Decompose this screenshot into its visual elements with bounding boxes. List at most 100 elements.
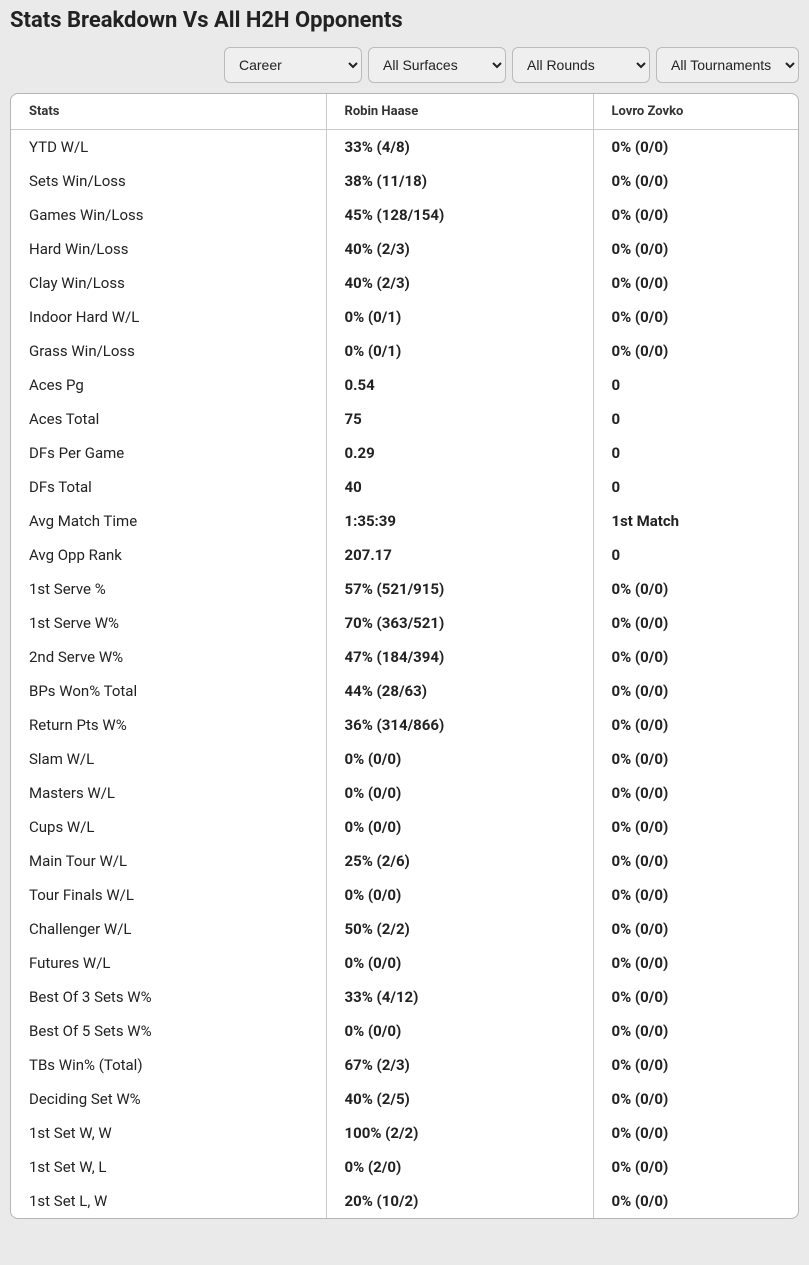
stat-value-player2: 1st Match: [593, 504, 798, 538]
stat-value-player1: 0% (0/0): [326, 810, 593, 844]
table-row: Sets Win/Loss38% (11/18)0% (0/0): [11, 164, 798, 198]
stat-label: Best Of 5 Sets W%: [11, 1014, 326, 1048]
stat-label: Challenger W/L: [11, 912, 326, 946]
stat-label: Games Win/Loss: [11, 198, 326, 232]
stat-label: Clay Win/Loss: [11, 266, 326, 300]
stat-value-player1: 0.29: [326, 436, 593, 470]
stat-value-player1: 0% (0/0): [326, 742, 593, 776]
table-row: Games Win/Loss45% (128/154)0% (0/0): [11, 198, 798, 232]
filter-tournament[interactable]: All Tournaments: [656, 47, 799, 83]
stat-label: 1st Serve %: [11, 572, 326, 606]
stat-value-player2: 0% (0/0): [593, 878, 798, 912]
stat-label: Grass Win/Loss: [11, 334, 326, 368]
stat-value-player2: 0% (0/0): [593, 606, 798, 640]
stat-value-player1: 40% (2/3): [326, 232, 593, 266]
stat-value-player2: 0% (0/0): [593, 708, 798, 742]
stats-table-container: Stats Robin Haase Lovro Zovko YTD W/L33%…: [10, 93, 799, 1219]
stat-label: Cups W/L: [11, 810, 326, 844]
stat-label: Indoor Hard W/L: [11, 300, 326, 334]
stat-value-player2: 0% (0/0): [593, 946, 798, 980]
stat-value-player2: 0% (0/0): [593, 334, 798, 368]
stat-label: Main Tour W/L: [11, 844, 326, 878]
stat-value-player1: 75: [326, 402, 593, 436]
stat-value-player1: 0% (0/0): [326, 776, 593, 810]
stat-value-player2: 0% (0/0): [593, 640, 798, 674]
stat-label: Deciding Set W%: [11, 1082, 326, 1116]
stat-label: Best Of 3 Sets W%: [11, 980, 326, 1014]
stat-label: BPs Won% Total: [11, 674, 326, 708]
stat-label: Avg Opp Rank: [11, 538, 326, 572]
stat-value-player1: 45% (128/154): [326, 198, 593, 232]
table-row: Futures W/L0% (0/0)0% (0/0): [11, 946, 798, 980]
stat-value-player2: 0% (0/0): [593, 742, 798, 776]
stat-value-player1: 67% (2/3): [326, 1048, 593, 1082]
table-row: Deciding Set W%40% (2/5)0% (0/0): [11, 1082, 798, 1116]
stat-label: Aces Pg: [11, 368, 326, 402]
stat-label: 1st Set W, L: [11, 1150, 326, 1184]
table-row: YTD W/L33% (4/8)0% (0/0): [11, 130, 798, 165]
table-row: 1st Serve %57% (521/915)0% (0/0): [11, 572, 798, 606]
stat-value-player2: 0% (0/0): [593, 912, 798, 946]
filter-round[interactable]: All Rounds: [512, 47, 650, 83]
stat-value-player2: 0% (0/0): [593, 300, 798, 334]
table-row: DFs Total400: [11, 470, 798, 504]
stat-value-player1: 0% (0/0): [326, 1014, 593, 1048]
table-row: Best Of 5 Sets W%0% (0/0)0% (0/0): [11, 1014, 798, 1048]
table-row: Main Tour W/L25% (2/6)0% (0/0): [11, 844, 798, 878]
table-row: Tour Finals W/L0% (0/0)0% (0/0): [11, 878, 798, 912]
stat-value-player2: 0% (0/0): [593, 1184, 798, 1218]
table-row: 1st Set W, L0% (2/0)0% (0/0): [11, 1150, 798, 1184]
stat-value-player1: 0% (0/1): [326, 300, 593, 334]
stat-label: Aces Total: [11, 402, 326, 436]
stat-value-player1: 40% (2/3): [326, 266, 593, 300]
stat-value-player1: 57% (521/915): [326, 572, 593, 606]
stat-value-player1: 20% (10/2): [326, 1184, 593, 1218]
table-row: Indoor Hard W/L0% (0/1)0% (0/0): [11, 300, 798, 334]
stat-label: Slam W/L: [11, 742, 326, 776]
stat-value-player1: 40% (2/5): [326, 1082, 593, 1116]
stat-value-player2: 0% (0/0): [593, 1082, 798, 1116]
stat-value-player2: 0% (0/0): [593, 164, 798, 198]
stat-label: Return Pts W%: [11, 708, 326, 742]
header-player1: Robin Haase: [326, 94, 593, 130]
stat-value-player1: 1:35:39: [326, 504, 593, 538]
stat-value-player1: 0% (2/0): [326, 1150, 593, 1184]
stat-value-player1: 50% (2/2): [326, 912, 593, 946]
stat-value-player2: 0% (0/0): [593, 198, 798, 232]
stat-value-player2: 0% (0/0): [593, 674, 798, 708]
filter-bar: Career All Surfaces All Rounds All Tourn…: [10, 47, 799, 83]
filter-period[interactable]: Career: [224, 47, 362, 83]
stat-value-player1: 36% (314/866): [326, 708, 593, 742]
table-row: TBs Win% (Total)67% (2/3)0% (0/0): [11, 1048, 798, 1082]
stat-label: Futures W/L: [11, 946, 326, 980]
stat-value-player2: 0% (0/0): [593, 232, 798, 266]
stat-value-player1: 207.17: [326, 538, 593, 572]
table-row: Clay Win/Loss40% (2/3)0% (0/0): [11, 266, 798, 300]
table-row: 2nd Serve W%47% (184/394)0% (0/0): [11, 640, 798, 674]
table-row: Grass Win/Loss0% (0/1)0% (0/0): [11, 334, 798, 368]
stat-label: Hard Win/Loss: [11, 232, 326, 266]
table-row: Challenger W/L50% (2/2)0% (0/0): [11, 912, 798, 946]
table-row: BPs Won% Total44% (28/63)0% (0/0): [11, 674, 798, 708]
stat-value-player2: 0% (0/0): [593, 844, 798, 878]
table-row: Avg Opp Rank207.170: [11, 538, 798, 572]
table-row: Aces Pg0.540: [11, 368, 798, 402]
table-row: 1st Set W, W100% (2/2)0% (0/0): [11, 1116, 798, 1150]
table-header-row: Stats Robin Haase Lovro Zovko: [11, 94, 798, 130]
stat-value-player1: 70% (363/521): [326, 606, 593, 640]
stat-label: DFs Per Game: [11, 436, 326, 470]
table-row: DFs Per Game0.290: [11, 436, 798, 470]
stat-value-player1: 47% (184/394): [326, 640, 593, 674]
table-row: Best Of 3 Sets W%33% (4/12)0% (0/0): [11, 980, 798, 1014]
stat-value-player2: 0% (0/0): [593, 776, 798, 810]
stat-value-player1: 0% (0/0): [326, 946, 593, 980]
stat-value-player1: 38% (11/18): [326, 164, 593, 198]
stat-value-player1: 40: [326, 470, 593, 504]
table-row: Avg Match Time1:35:391st Match: [11, 504, 798, 538]
stat-value-player2: 0% (0/0): [593, 130, 798, 165]
stat-value-player1: 33% (4/12): [326, 980, 593, 1014]
stat-label: YTD W/L: [11, 130, 326, 165]
stat-value-player2: 0: [593, 402, 798, 436]
stat-value-player1: 44% (28/63): [326, 674, 593, 708]
filter-surface[interactable]: All Surfaces: [368, 47, 506, 83]
